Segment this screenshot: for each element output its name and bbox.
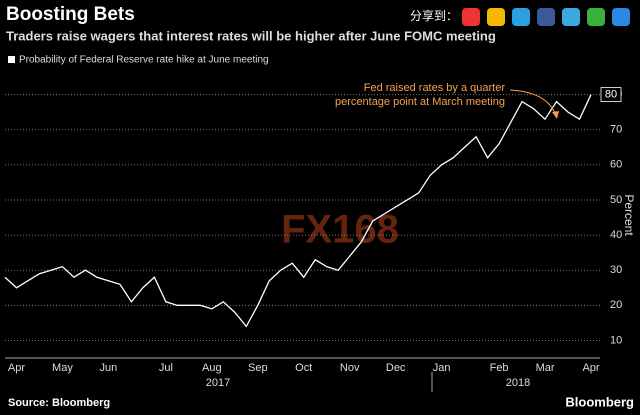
x-tick-label: Mar (536, 362, 555, 374)
y-tick-label: 10 (610, 334, 622, 346)
year-label: 2017 (206, 377, 230, 389)
y-tick-label: 20 (610, 299, 622, 311)
share-label: 分享到： (410, 8, 458, 23)
x-tick-label: Feb (490, 362, 509, 374)
x-tick-label: May (52, 362, 73, 374)
x-tick-label: Jul (159, 362, 173, 374)
legend-label: Probability of Federal Reserve rate hike… (19, 55, 269, 66)
share-icons[interactable] (462, 8, 630, 26)
x-tick-label: Apr (582, 362, 599, 374)
share-icon[interactable] (612, 8, 630, 26)
annotation: Fed raised rates by a quarter (364, 82, 506, 94)
chart-subtitle: Traders raise wagers that interest rates… (6, 28, 496, 43)
annotation-arrowhead (552, 111, 559, 119)
x-tick-label: Oct (295, 362, 312, 374)
source: Source: Bloomberg (8, 397, 110, 409)
last-value-box (600, 87, 622, 102)
y-tick-label: 30 (610, 264, 622, 276)
year-label: 2018 (506, 377, 530, 389)
data-line (4, 94, 592, 328)
x-tick-label: Aug (202, 362, 222, 374)
last-value-label: 80 (605, 88, 617, 100)
legend-swatch (8, 56, 15, 63)
brand: Bloomberg (565, 394, 634, 409)
share-icon[interactable] (587, 8, 605, 26)
share-icon[interactable] (562, 8, 580, 26)
x-tick-label: Jun (100, 362, 118, 374)
x-tick-label: Apr (8, 362, 25, 374)
watermark: FX168 (281, 208, 399, 252)
share-icon[interactable] (487, 8, 505, 26)
chart-title: Boosting Bets (6, 4, 135, 25)
share-icon[interactable] (462, 8, 480, 26)
x-tick-label: Jan (433, 362, 451, 374)
share-icon[interactable] (537, 8, 555, 26)
x-tick-label: Dec (386, 362, 406, 374)
y-tick-label: 60 (610, 159, 622, 171)
x-tick-label: Sep (248, 362, 268, 374)
share-icon[interactable] (512, 8, 530, 26)
y-tick-label: 70 (610, 124, 622, 136)
y-tick-label: 40 (610, 229, 622, 241)
x-tick-label: Nov (340, 362, 360, 374)
annotation: percentage point at March meeting (335, 96, 505, 108)
y-axis-label: Percent (622, 194, 636, 236)
y-tick-label: 50 (610, 194, 622, 206)
